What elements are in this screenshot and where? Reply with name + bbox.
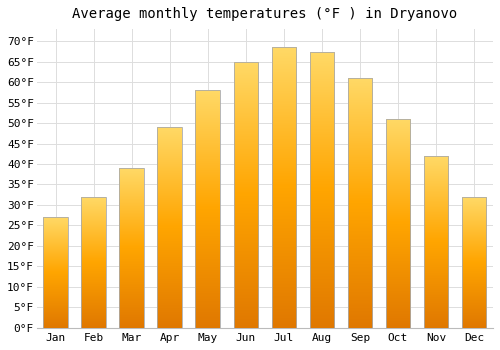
- Bar: [386, 119, 410, 328]
- Bar: [158, 127, 182, 328]
- Bar: [424, 156, 448, 328]
- Bar: [82, 197, 106, 328]
- Bar: [120, 168, 144, 328]
- Bar: [196, 90, 220, 328]
- Bar: [234, 62, 258, 328]
- Title: Average monthly temperatures (°F ) in Dryanovo: Average monthly temperatures (°F ) in Dr…: [72, 7, 458, 21]
- Bar: [272, 48, 296, 328]
- Bar: [462, 197, 486, 328]
- Bar: [348, 78, 372, 328]
- Bar: [310, 51, 334, 328]
- Bar: [44, 217, 68, 328]
